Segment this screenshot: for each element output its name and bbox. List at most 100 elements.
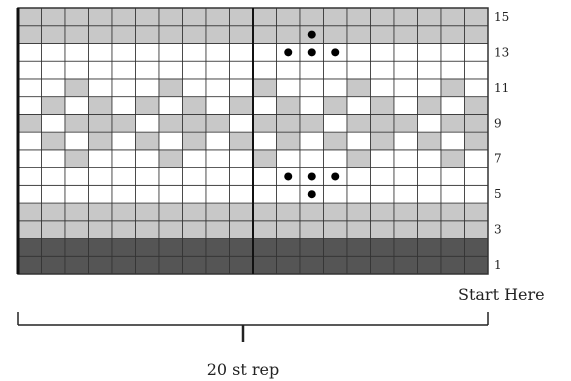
- chart-cell: [230, 256, 254, 274]
- chart-cell: [347, 221, 371, 239]
- chart-cell: [465, 114, 489, 132]
- chart-cell: [371, 79, 395, 97]
- repeat-bracket: [18, 312, 488, 342]
- chart-cell: [371, 26, 395, 44]
- chart-cell: [441, 26, 465, 44]
- chart-cell: [65, 43, 89, 61]
- chart-cell: [206, 239, 230, 257]
- chart-cell: [347, 185, 371, 203]
- chart-cell: [159, 61, 183, 79]
- chart-cell: [253, 132, 277, 150]
- chart-cell: [441, 203, 465, 221]
- chart-cell: [371, 185, 395, 203]
- chart-cell: [324, 132, 348, 150]
- chart-cell: [112, 43, 136, 61]
- chart-cell: [18, 185, 42, 203]
- chart-cell: [418, 114, 442, 132]
- chart-cell: [253, 8, 277, 26]
- chart-cell: [89, 168, 113, 186]
- chart-cell: [42, 256, 66, 274]
- chart-cell: [418, 185, 442, 203]
- chart-cell: [418, 132, 442, 150]
- chart-cell: [441, 221, 465, 239]
- chart-cell: [112, 168, 136, 186]
- chart-cell: [347, 203, 371, 221]
- chart-cell: [230, 185, 254, 203]
- chart-cell: [89, 79, 113, 97]
- chart-cell: [112, 150, 136, 168]
- chart-cell: [253, 114, 277, 132]
- chart-cell: [347, 79, 371, 97]
- chart-cell: [465, 150, 489, 168]
- chart-cell: [112, 26, 136, 44]
- chart-cell: [300, 203, 324, 221]
- row-label: 11: [494, 81, 509, 95]
- chart-cell: [136, 150, 160, 168]
- chart-cell: [206, 256, 230, 274]
- chart-cell: [136, 114, 160, 132]
- chart-cell: [253, 97, 277, 115]
- chart-cell: [324, 203, 348, 221]
- chart-cell: [441, 239, 465, 257]
- start-here-label: Start Here: [458, 285, 545, 304]
- chart-cell: [324, 114, 348, 132]
- chart-cell: [371, 132, 395, 150]
- chart-cell: [112, 114, 136, 132]
- chart-cell: [206, 150, 230, 168]
- chart-cell: [441, 168, 465, 186]
- chart-cell: [394, 26, 418, 44]
- chart-cell: [230, 150, 254, 168]
- chart-cell: [324, 239, 348, 257]
- chart-cell: [65, 185, 89, 203]
- chart-cell: [465, 97, 489, 115]
- chart-cell: [300, 221, 324, 239]
- chart-cell: [371, 239, 395, 257]
- chart-cell: [183, 61, 207, 79]
- chart-cell: [112, 61, 136, 79]
- chart-cell: [65, 221, 89, 239]
- chart-cell: [277, 132, 301, 150]
- chart-cell: [441, 8, 465, 26]
- chart-cell: [42, 239, 66, 257]
- chart-cell: [159, 26, 183, 44]
- chart-cell: [136, 8, 160, 26]
- row-label: 13: [494, 45, 509, 59]
- chart-cell: [277, 150, 301, 168]
- chart-cell: [394, 132, 418, 150]
- chart-cell: [277, 239, 301, 257]
- chart-cell: [230, 43, 254, 61]
- chart-cell: [465, 185, 489, 203]
- chart-cell: [206, 43, 230, 61]
- chart-cell: [42, 114, 66, 132]
- chart-cell: [324, 256, 348, 274]
- chart-cell: [136, 256, 160, 274]
- chart-cell: [18, 114, 42, 132]
- chart-cell: [277, 203, 301, 221]
- chart-cell: [465, 61, 489, 79]
- chart-cell: [18, 61, 42, 79]
- chart-cell: [394, 61, 418, 79]
- chart-cell: [253, 256, 277, 274]
- chart-cell: [183, 26, 207, 44]
- chart-cell: [277, 256, 301, 274]
- chart-cell: [136, 185, 160, 203]
- chart-cell: [159, 97, 183, 115]
- chart-dot: [331, 48, 339, 56]
- chart-cell: [18, 256, 42, 274]
- chart-cell: [277, 185, 301, 203]
- chart-cell: [65, 132, 89, 150]
- repeat-label: 20 st rep: [207, 360, 280, 379]
- chart-dot: [284, 172, 292, 180]
- chart-cell: [347, 114, 371, 132]
- chart-cell: [465, 256, 489, 274]
- chart-cell: [394, 203, 418, 221]
- chart-cell: [465, 8, 489, 26]
- chart-cell: [441, 150, 465, 168]
- row-label: 1: [494, 258, 502, 272]
- row-number-labels: 13579111315: [494, 10, 509, 272]
- chart-cell: [300, 256, 324, 274]
- chart-cell: [277, 8, 301, 26]
- chart-cell: [418, 168, 442, 186]
- chart-cell: [418, 61, 442, 79]
